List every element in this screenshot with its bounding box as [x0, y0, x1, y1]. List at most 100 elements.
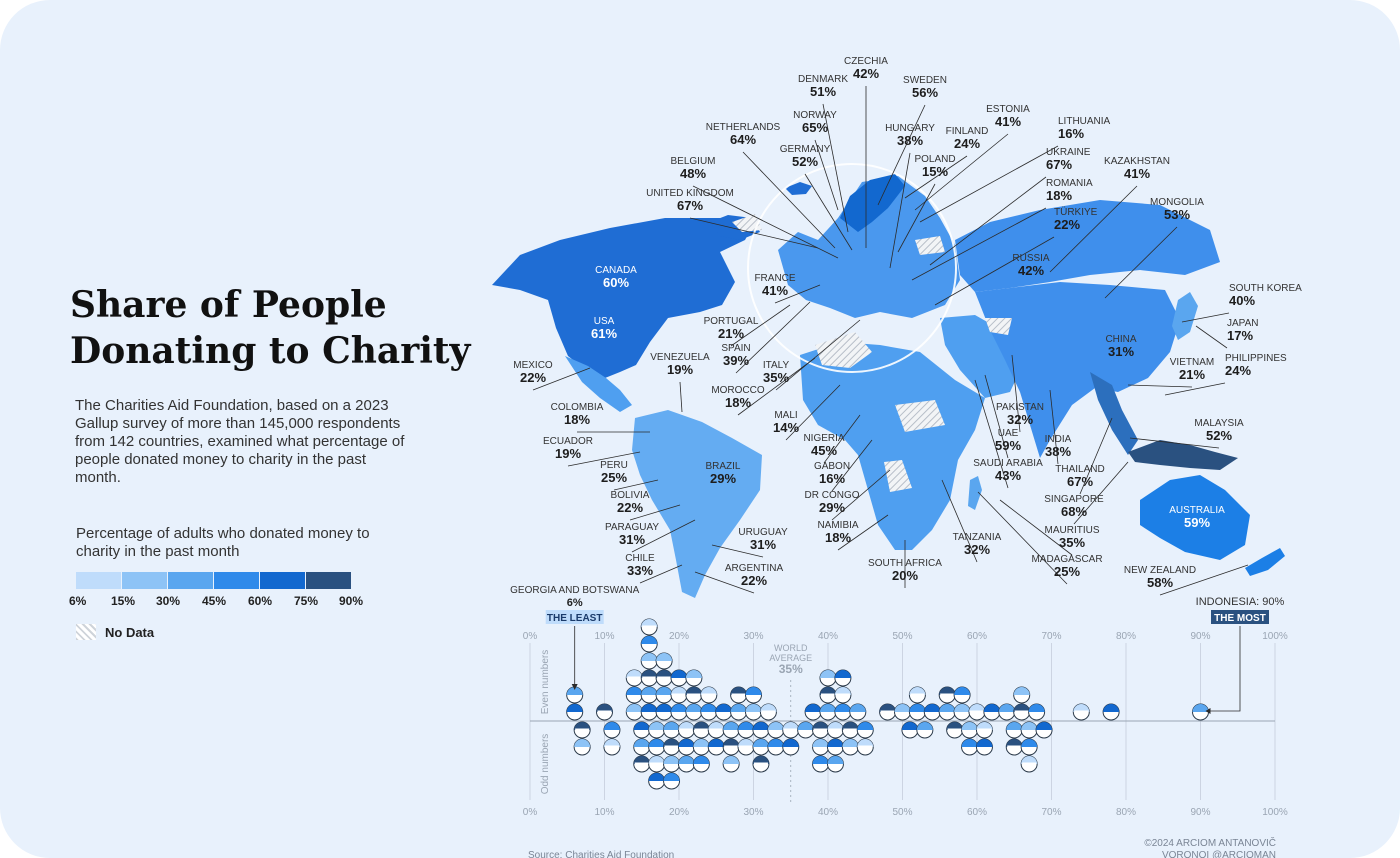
value-malaysia: 52% — [1206, 428, 1232, 443]
label-vietnam: VIETNAM — [1170, 357, 1214, 368]
title-line-1: Share of People — [70, 284, 387, 326]
odd-dot-41-3 — [826, 755, 844, 773]
land-south-america — [632, 410, 762, 598]
even-dot-30-2 — [745, 686, 762, 704]
even-dot-40-2 — [819, 686, 837, 704]
even-dot-38-1 — [804, 703, 822, 721]
odd-dot-25-2 — [707, 738, 725, 756]
x-tick-top-1: 10% — [594, 631, 614, 642]
value-dr-congo: 29% — [819, 500, 845, 515]
odd-dot-57-1 — [946, 721, 964, 739]
label-estonia: ESTONIA — [986, 104, 1030, 115]
legend-swatch-4 — [214, 572, 259, 589]
value-bolivia: 22% — [617, 500, 643, 515]
land-russia — [955, 200, 1220, 292]
x-tick-top-10: 100% — [1262, 631, 1288, 642]
world-average-value: 35% — [779, 662, 803, 676]
value-philippines: 24% — [1225, 363, 1251, 378]
label-venezuela: VENEZUELA — [650, 352, 710, 363]
even-dot-40-1 — [819, 703, 837, 721]
value-saudi-arabia: 43% — [995, 468, 1021, 483]
value-mongolia: 53% — [1164, 207, 1190, 222]
callout-lines — [532, 86, 1249, 596]
most-country-label: INDONESIA: 90% — [1196, 596, 1285, 608]
value-nigeria: 45% — [811, 443, 837, 458]
odd-dot-23-3 — [692, 755, 710, 773]
even-dot-16-2 — [640, 686, 658, 704]
label-saudi-arabia: SAUDI ARABIA — [973, 458, 1043, 469]
label-pakistan: PAKISTAN — [996, 402, 1044, 413]
odd-dot-19-2 — [663, 738, 681, 756]
label-russia: RUSSIA — [1012, 253, 1050, 264]
credit-line-2: VORONOI @ARCIOMAN — [1161, 850, 1276, 858]
even-dot-24-1 — [700, 703, 718, 721]
label-colombia: COLOMBIA — [551, 402, 604, 413]
value-argentina: 22% — [741, 573, 767, 588]
value-morocco: 18% — [725, 395, 751, 410]
value-china: 31% — [1108, 344, 1134, 359]
land-asia — [975, 282, 1180, 458]
even-dot-56-2 — [938, 686, 956, 704]
label-mexico: MEXICO — [513, 360, 553, 371]
label-australia: AUSTRALIA — [1169, 505, 1225, 516]
odd-dot-39-1 — [812, 721, 830, 739]
label-romania: ROMANIA — [1046, 178, 1093, 189]
strip-chart: 0% 0% 10% 10% 20% 20% 30% 30% 40% 40% 50% 50% 60% 60%… — [510, 585, 1288, 818]
land-central-america — [565, 356, 632, 412]
odd-dot-59-1 — [961, 721, 979, 739]
label-uruguay: URUGUAY — [738, 527, 788, 538]
legend-tick-5: 60% — [248, 594, 273, 608]
odd-dot-31-3 — [752, 755, 770, 773]
leader-madagascar — [977, 491, 1068, 585]
value-japan: 17% — [1227, 328, 1253, 343]
value-turkiye: 22% — [1054, 217, 1080, 232]
even-dot-90-1 — [1192, 703, 1209, 721]
x-tick-top-4: 40% — [818, 631, 838, 642]
even-dot-74-1 — [1072, 703, 1090, 721]
value-estonia: 41% — [995, 114, 1021, 129]
leader-italy — [775, 319, 861, 391]
x-tick-bottom-9: 90% — [1190, 807, 1210, 818]
leader-bolivia — [629, 504, 681, 521]
leader-germany — [804, 173, 853, 251]
value-vietnam: 21% — [1179, 367, 1205, 382]
x-tick-bottom-3: 30% — [743, 807, 763, 818]
odd-dot-15-2 — [633, 738, 651, 756]
x-tick-bottom-4: 40% — [818, 807, 838, 818]
world-average-label-1: WORLD — [774, 643, 808, 653]
leader-singapore — [1073, 461, 1129, 525]
odd-dot-65-1 — [1005, 721, 1023, 739]
odd-dot-29-2 — [737, 738, 755, 756]
odd-dot-35-1 — [782, 721, 800, 739]
label-mali: MALI — [774, 410, 797, 421]
legend-tick-4: 45% — [202, 594, 227, 608]
even-dot-22-1 — [685, 703, 703, 721]
leader-estonia — [914, 133, 1009, 211]
value-south-africa: 20% — [892, 568, 918, 583]
label-morocco: MOROCCO — [711, 385, 765, 396]
label-mongolia: MONGOLIA — [1150, 197, 1204, 208]
x-tick-top-3: 30% — [743, 631, 763, 642]
legend-swatch-5 — [260, 572, 305, 589]
label-south-africa: SOUTH AFRICA — [868, 558, 942, 569]
europe-zoom-circle — [747, 163, 957, 373]
value-united-kingdom: 67% — [677, 198, 703, 213]
value-singapore: 68% — [1061, 504, 1087, 519]
value-netherlands: 64% — [730, 132, 756, 147]
odd-dot-69-1 — [1035, 721, 1053, 739]
leader-netherlands — [742, 151, 836, 249]
leader-paraguay — [631, 519, 696, 553]
leader-pakistan — [1011, 354, 1021, 433]
legend-swatch-2 — [122, 572, 167, 589]
value-venezuela: 19% — [667, 362, 693, 377]
odd-dot-45-2 — [856, 738, 874, 756]
page-title: Share of People Donating to Charity — [70, 282, 470, 374]
value-france: 41% — [762, 283, 788, 298]
even-dot-14-1 — [625, 703, 643, 721]
description: The Charities Aid Foundation, based on a… — [75, 397, 405, 486]
x-tick-bottom-5: 50% — [892, 807, 912, 818]
leader-romania — [911, 207, 1047, 281]
x-tick-top-2: 20% — [669, 631, 689, 642]
x-tick-top-8: 80% — [1116, 631, 1136, 642]
value-romania: 18% — [1046, 188, 1072, 203]
